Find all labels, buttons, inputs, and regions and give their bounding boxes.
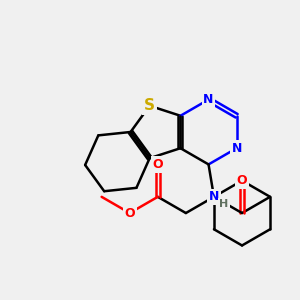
Text: H: H [219, 200, 229, 209]
Text: N: N [231, 142, 242, 155]
Text: O: O [124, 206, 135, 220]
Text: O: O [152, 158, 163, 171]
Text: N: N [209, 190, 219, 203]
Text: N: N [209, 190, 219, 203]
Text: S: S [144, 98, 155, 113]
Text: O: O [237, 174, 247, 187]
Text: N: N [203, 93, 214, 106]
